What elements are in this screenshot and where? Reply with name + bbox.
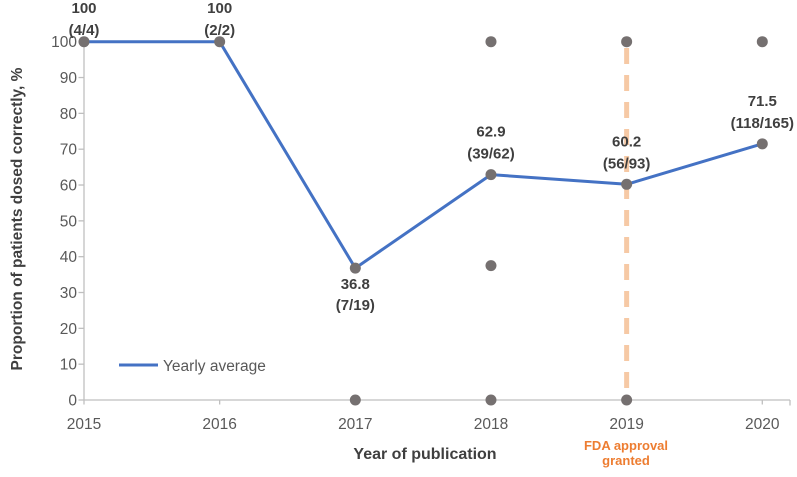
study-point: [485, 394, 497, 406]
yearly-average-marker: [756, 138, 768, 150]
x-tick-label: 2018: [474, 416, 508, 433]
study-point: [485, 260, 497, 272]
point-value-label: 36.8: [341, 276, 370, 293]
fda-annotation-line2: granted: [602, 453, 650, 468]
legend: Yearly average: [119, 358, 266, 375]
x-tick-label: 2015: [67, 416, 101, 433]
y-tick-label: 0: [68, 393, 77, 410]
study-point: [621, 394, 633, 406]
study-point: [349, 394, 361, 406]
y-tick-label: 10: [60, 357, 78, 374]
point-fraction-label: (56/93): [603, 155, 651, 172]
y-tick-label: 100: [51, 34, 77, 51]
yearly-average-marker: [214, 36, 226, 48]
yearly-average-line: [84, 40, 763, 270]
point-fraction-label: (4/4): [69, 22, 100, 39]
yearly-average-marker: [621, 178, 633, 190]
study-point: [621, 36, 633, 48]
y-tick-label: 90: [60, 70, 78, 87]
y-tick-label: 50: [60, 213, 78, 230]
axes: 0 10 20 30 40 50 60 70 80 90 100 2015 2016 2017 2018 20…: [51, 34, 791, 433]
x-tick-label: 2017: [338, 416, 372, 433]
point-value-label: 100: [207, 0, 232, 17]
legend-label: Yearly average: [163, 358, 266, 375]
study-point: [756, 36, 768, 48]
point-fraction-label: (39/62): [467, 146, 515, 163]
x-tick-label: 2016: [202, 416, 236, 433]
y-tick-label: 40: [60, 249, 78, 266]
point-value-label: 60.2: [612, 133, 641, 150]
fda-annotation-label: FDA approval granted: [584, 438, 668, 468]
y-tick-label: 30: [60, 285, 78, 302]
y-axis-title: Proportion of patients dosed correctly, …: [9, 67, 26, 370]
y-tick-label: 80: [60, 106, 78, 123]
yearly-average-marker: [349, 262, 361, 274]
data-series: [78, 36, 768, 406]
fda-annotation-line1: FDA approval: [584, 438, 668, 453]
y-tick-label: 70: [60, 142, 78, 159]
x-tick-label: 2020: [745, 416, 780, 433]
yearly-average-marker: [78, 36, 90, 48]
point-value-label: 62.9: [476, 124, 505, 141]
y-tick-label: 60: [60, 178, 78, 195]
point-fraction-label: (118/165): [731, 115, 794, 132]
data-point-labels: 100 (4/4) 100 (2/2) 36.8 (7/19) 62.9 (39/62) 60.…: [69, 0, 794, 314]
point-fraction-label: (2/2): [204, 22, 235, 39]
point-fraction-label: (7/19): [336, 297, 375, 314]
y-tick-label: 20: [60, 321, 78, 338]
study-point: [485, 36, 497, 48]
yearly-average-marker: [485, 169, 497, 181]
point-value-label: 71.5: [748, 93, 777, 110]
x-axis-title: Year of publication: [353, 446, 496, 463]
point-value-label: 100: [71, 0, 96, 17]
x-tick-label: 2019: [609, 416, 643, 433]
